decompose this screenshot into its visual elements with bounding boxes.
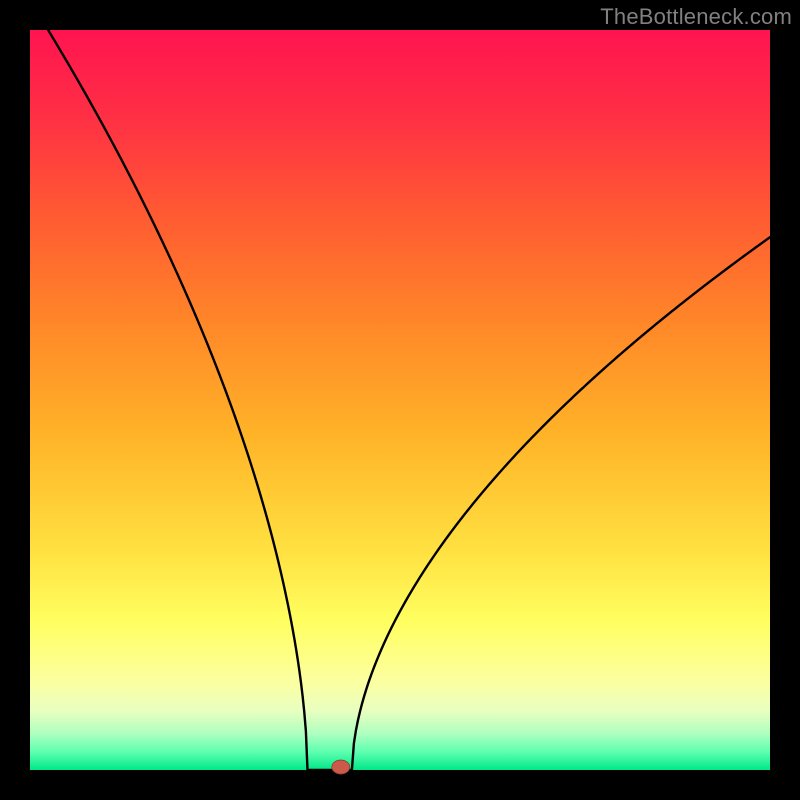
gradient-panel (30, 30, 770, 770)
watermark-text: TheBottleneck.com (600, 4, 792, 30)
optimal-point-marker (332, 760, 350, 774)
chart-stage: TheBottleneck.com (0, 0, 800, 800)
chart-svg (0, 0, 800, 800)
